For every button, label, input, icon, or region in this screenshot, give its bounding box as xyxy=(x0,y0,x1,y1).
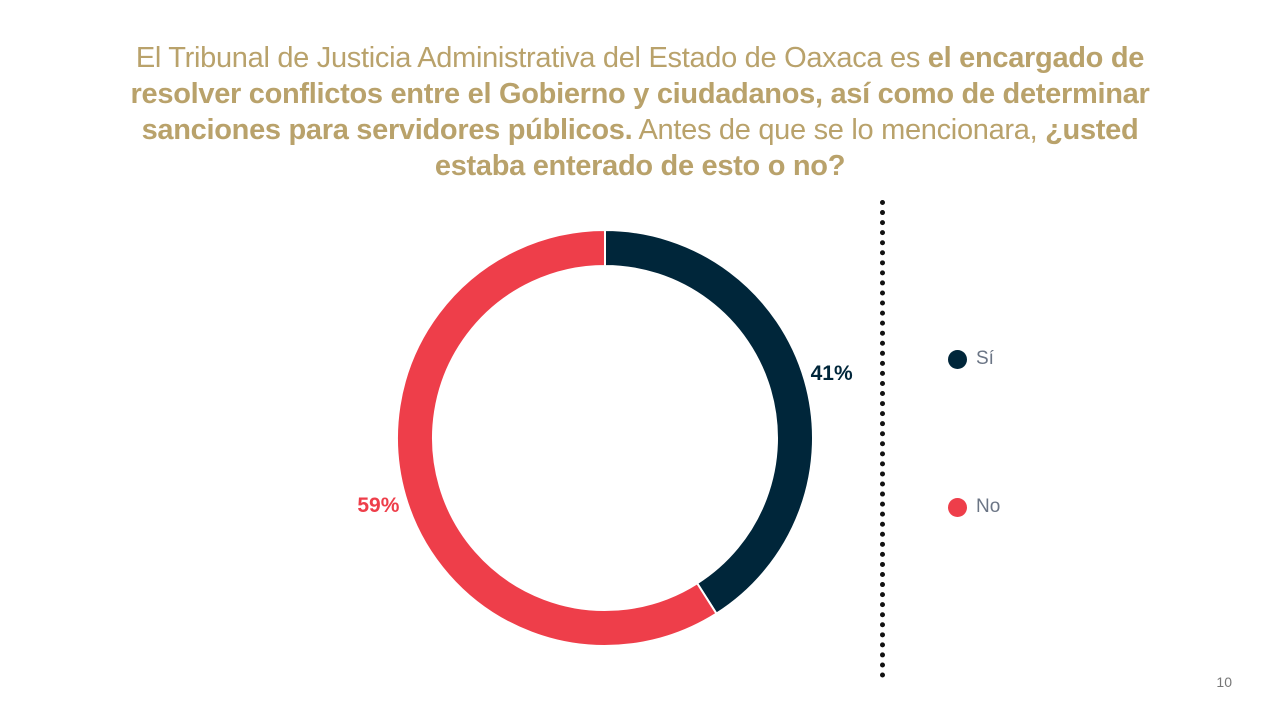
legend-item-si: Sí xyxy=(948,348,994,370)
donut-slice-si xyxy=(604,228,814,616)
page-number: 10 xyxy=(1216,674,1232,690)
title-segment: el encargado de resolver conflictos entr… xyxy=(130,42,1150,146)
legend-label-si: Sí xyxy=(976,348,994,369)
title-segment: ¿usted estaba enterado de esto o no? xyxy=(434,114,1139,182)
legend-item-no: No xyxy=(948,496,1000,518)
donut-slice-no xyxy=(396,228,718,647)
title-segment: Antes de que se lo mencionara, xyxy=(632,114,1046,146)
data-label-si: 41% xyxy=(811,362,853,385)
legend-marker-si xyxy=(948,349,967,369)
dotted-divider xyxy=(880,200,885,678)
legend-marker-no xyxy=(948,497,967,517)
data-label-no: 59% xyxy=(357,494,399,517)
title-segment: El Tribunal de Justicia Administrativa d… xyxy=(135,42,928,74)
legend-label-no: No xyxy=(976,496,1001,517)
slide-title: El Tribunal de Justicia Administrativa d… xyxy=(100,40,1180,184)
